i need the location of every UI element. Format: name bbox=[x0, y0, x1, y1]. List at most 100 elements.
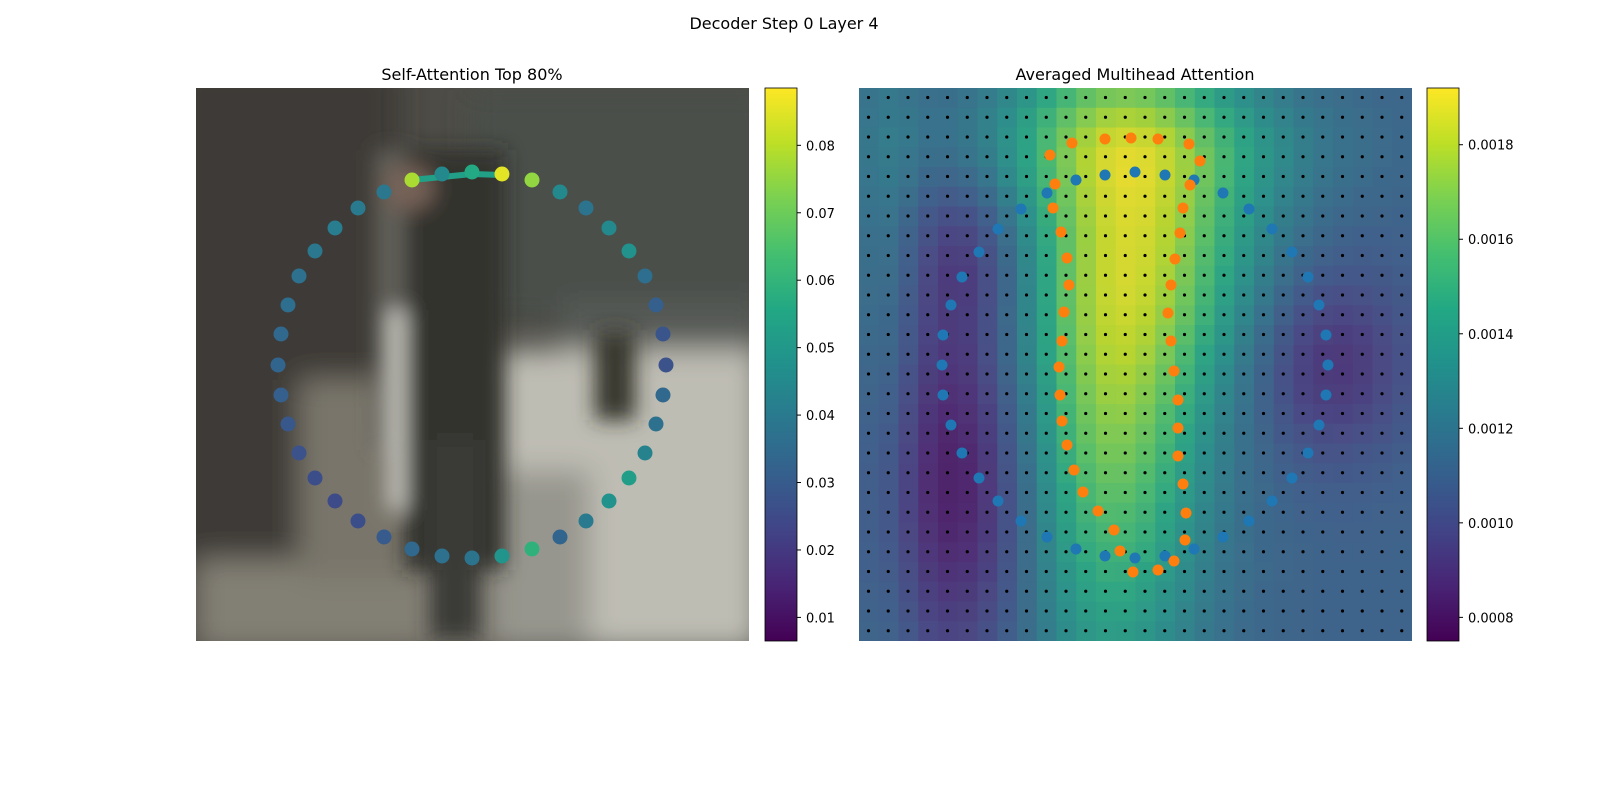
sampling-point-36 bbox=[1061, 252, 1073, 264]
reference-point-8 bbox=[1286, 246, 1298, 258]
reference-point-11 bbox=[1320, 329, 1332, 341]
sampling-point-20 bbox=[1179, 534, 1191, 546]
sampling-point-19 bbox=[1180, 507, 1192, 519]
sampling-point-10 bbox=[1169, 253, 1181, 265]
attention-point-21 bbox=[434, 548, 450, 564]
sampling-point-3 bbox=[1125, 132, 1137, 144]
self-attention-background-image bbox=[196, 88, 749, 641]
reference-point-31 bbox=[937, 389, 949, 401]
attention-point-1 bbox=[494, 166, 510, 182]
reference-point-25 bbox=[1041, 531, 1053, 543]
sampling-point-26 bbox=[1092, 505, 1104, 517]
reference-point-27 bbox=[992, 495, 1004, 507]
reference-point-12 bbox=[1322, 359, 1334, 371]
multihead-attention-panel: Averaged Multihead Attention 0.0008 0.001… bbox=[859, 65, 1514, 642]
reference-point-29 bbox=[956, 447, 968, 459]
self-attention-panel: Self-Attention Top 80% bbox=[196, 65, 835, 642]
reference-point-17 bbox=[1266, 495, 1278, 507]
attention-point-31 bbox=[273, 326, 289, 342]
reference-point-34 bbox=[945, 299, 957, 311]
reference-point-28 bbox=[973, 472, 985, 484]
reference-point-1 bbox=[1099, 169, 1111, 181]
sampling-point-29 bbox=[1061, 439, 1073, 451]
attention-point-16 bbox=[578, 513, 594, 529]
colorbar-tick-label: 0.0014 bbox=[1468, 328, 1514, 343]
attention-point-23 bbox=[376, 529, 392, 545]
attention-point-10 bbox=[658, 357, 674, 373]
attention-point-27 bbox=[291, 445, 307, 461]
colorbar-tick-label: 0.0012 bbox=[1468, 422, 1514, 437]
sampling-point-31 bbox=[1054, 389, 1066, 401]
sampling-point-28 bbox=[1068, 464, 1080, 476]
sampling-point-12 bbox=[1162, 307, 1174, 319]
reference-point-10 bbox=[1313, 299, 1325, 311]
reference-point-5 bbox=[1217, 187, 1229, 199]
sampling-point-11 bbox=[1165, 279, 1177, 291]
reference-point-23 bbox=[1099, 550, 1111, 562]
attention-point-24 bbox=[350, 513, 366, 529]
reference-point-6 bbox=[1243, 203, 1255, 215]
sampling-point-5 bbox=[1183, 138, 1195, 150]
reference-point-35 bbox=[956, 271, 968, 283]
sampling-point-27 bbox=[1077, 486, 1089, 498]
attention-point-17 bbox=[552, 529, 568, 545]
sampling-point-23 bbox=[1127, 566, 1139, 578]
reference-point-22 bbox=[1129, 552, 1141, 564]
attention-point-29 bbox=[273, 387, 289, 403]
sampling-point-6 bbox=[1194, 155, 1206, 167]
reference-point-9 bbox=[1302, 271, 1314, 283]
sampling-point-34 bbox=[1058, 306, 1070, 318]
reference-point-20 bbox=[1188, 543, 1200, 555]
reference-point-2 bbox=[1129, 166, 1141, 178]
self-attention-colorbar bbox=[764, 87, 798, 642]
grid-dots bbox=[866, 95, 1404, 633]
attention-point-8 bbox=[648, 297, 664, 313]
sampling-point-38 bbox=[1047, 202, 1059, 214]
attention-point-37 bbox=[376, 184, 392, 200]
reference-point-38 bbox=[1015, 203, 1027, 215]
sampling-point-32 bbox=[1053, 361, 1065, 373]
reference-point-14 bbox=[1313, 419, 1325, 431]
attention-point-4 bbox=[578, 200, 594, 216]
reference-point-3 bbox=[1159, 169, 1171, 181]
sampling-point-25 bbox=[1108, 524, 1120, 536]
sampling-point-7 bbox=[1184, 179, 1196, 191]
attention-point-13 bbox=[637, 445, 653, 461]
attention-point-14 bbox=[621, 470, 637, 486]
reference-point-39 bbox=[1041, 187, 1053, 199]
attention-point-35 bbox=[327, 220, 343, 236]
attention-point-3 bbox=[552, 184, 568, 200]
reference-point-26 bbox=[1015, 515, 1027, 527]
sampling-point-30 bbox=[1056, 415, 1068, 427]
sampling-point-24 bbox=[1114, 545, 1126, 557]
colorbar-tick-label: 0.0016 bbox=[1468, 233, 1514, 248]
self-attention-title: Self-Attention Top 80% bbox=[381, 65, 562, 84]
sampling-point-1 bbox=[1066, 137, 1078, 149]
attention-point-26 bbox=[307, 470, 323, 486]
multihead-attention-title: Averaged Multihead Attention bbox=[1016, 65, 1255, 84]
sampling-point-21 bbox=[1168, 555, 1180, 567]
sampling-point-16 bbox=[1172, 422, 1184, 434]
reference-point-13 bbox=[1320, 389, 1332, 401]
attention-point-0 bbox=[464, 164, 480, 180]
sampling-point-4 bbox=[1152, 133, 1164, 145]
sampling-point-35 bbox=[1063, 279, 1075, 291]
figure-title: Decoder Step 0 Layer 4 bbox=[689, 14, 878, 33]
attention-point-19 bbox=[494, 548, 510, 564]
reference-point-37 bbox=[992, 223, 1004, 235]
attention-point-12 bbox=[648, 416, 664, 432]
sampling-point-0 bbox=[1044, 149, 1056, 161]
colorbar-tick-label: 0.0008 bbox=[1468, 611, 1514, 626]
attention-point-2 bbox=[524, 172, 540, 188]
sampling-point-9 bbox=[1174, 227, 1186, 239]
reference-point-18 bbox=[1243, 515, 1255, 527]
colorbar-tick-label: 0.05 bbox=[806, 342, 835, 357]
reference-point-32 bbox=[936, 359, 948, 371]
attention-point-9 bbox=[655, 326, 671, 342]
reference-point-33 bbox=[937, 329, 949, 341]
sampling-point-14 bbox=[1168, 365, 1180, 377]
attention-point-39 bbox=[434, 166, 450, 182]
sampling-point-17 bbox=[1172, 450, 1184, 462]
reference-point-15 bbox=[1302, 447, 1314, 459]
attention-point-6 bbox=[621, 243, 637, 259]
